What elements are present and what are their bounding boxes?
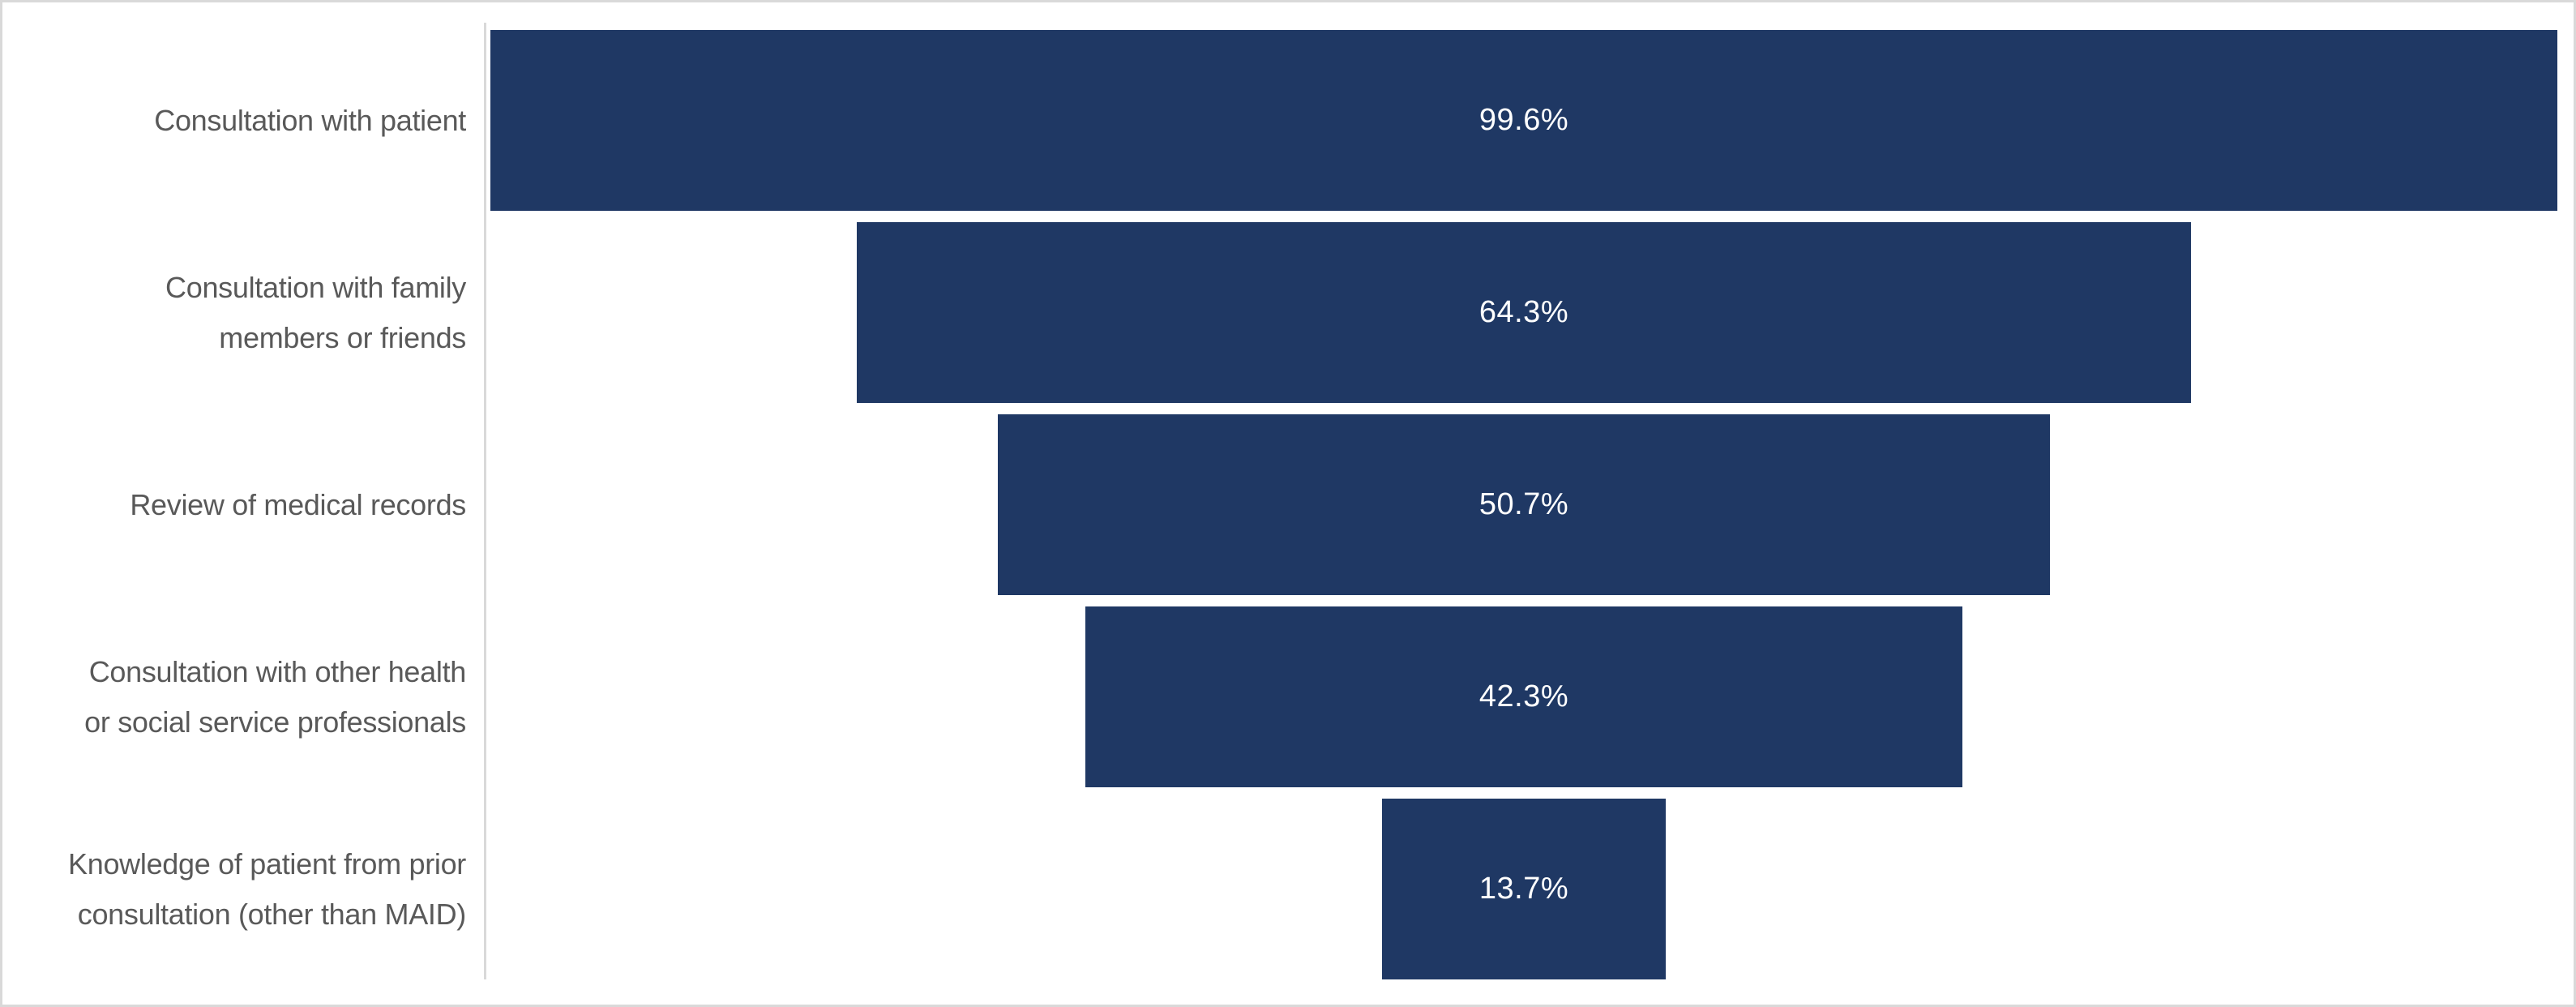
funnel-bar: 64.3% (856, 222, 2192, 403)
bar-row: 42.3% (486, 601, 2561, 793)
category-label: Consultation with other health or social… (84, 655, 466, 739)
funnel-bar: 99.6% (490, 30, 2557, 211)
bar-row: 99.6% (486, 24, 2561, 216)
vertical-axis-line (484, 23, 486, 979)
funnel-bar: 50.7% (998, 414, 2050, 595)
data-label: 64.3% (1478, 295, 1569, 329)
bar-row: 13.7% (486, 793, 2561, 985)
category-label: Consultation with family members or frie… (165, 271, 466, 354)
data-label: 99.6% (1478, 103, 1569, 137)
plot-area: 99.6% 64.3% 50.7% 42.3% 13.7% (486, 24, 2561, 985)
bar-row: 50.7% (486, 409, 2561, 601)
funnel-bar: 42.3% (1085, 606, 1963, 787)
category-label: Knowledge of patient from prior consulta… (68, 847, 466, 931)
category-row: Consultation with other health or social… (2, 601, 466, 793)
category-row: Review of medical records (2, 409, 466, 601)
category-label: Review of medical records (130, 487, 466, 521)
category-axis-labels: Consultation with patient Consultation wi… (2, 24, 466, 985)
data-label: 50.7% (1478, 487, 1569, 521)
category-row: Consultation with patient (2, 24, 466, 216)
category-row: Consultation with family members or frie… (2, 216, 466, 409)
data-label: 42.3% (1478, 679, 1569, 713)
bar-row: 64.3% (486, 216, 2561, 409)
data-label: 13.7% (1478, 872, 1569, 906)
category-row: Knowledge of patient from prior consulta… (2, 793, 466, 985)
category-label: Consultation with patient (154, 103, 466, 137)
funnel-bar: 13.7% (1381, 799, 1667, 979)
